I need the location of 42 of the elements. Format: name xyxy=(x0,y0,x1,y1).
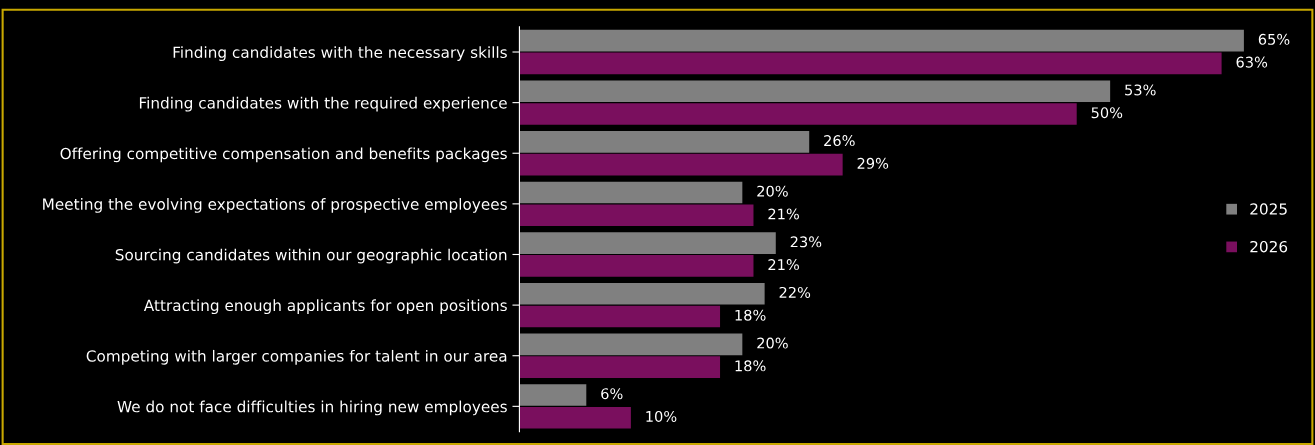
y-tick-label: Offering competitive compensation and benefits packages xyxy=(60,147,507,163)
bar xyxy=(519,103,1077,125)
data-label: 18% xyxy=(735,360,766,372)
bar xyxy=(519,204,754,227)
bar xyxy=(519,255,754,277)
data-label: 26% xyxy=(824,135,855,147)
y-tick-label: Competing with larger companies for talent in our area xyxy=(86,349,507,365)
y-tick-label: Sourcing candidates within our geographic location xyxy=(115,248,507,264)
legend-label: 2026 xyxy=(1250,240,1288,253)
bar xyxy=(519,232,776,254)
data-label: 6% xyxy=(601,388,623,400)
bar xyxy=(519,356,721,378)
bar xyxy=(519,406,631,429)
data-label: 50% xyxy=(1091,107,1123,119)
y-tick-label: Meeting the evolving expectations of prospective employees xyxy=(43,198,507,213)
bar xyxy=(519,29,1244,52)
data-label: 65% xyxy=(1258,33,1290,45)
data-label: 20% xyxy=(757,185,788,197)
data-label: 63% xyxy=(1236,56,1268,68)
bar xyxy=(519,52,1222,75)
data-label: 21% xyxy=(768,208,799,220)
bar xyxy=(519,80,1111,103)
y-tick-label: Attracting enough applicants for open positions xyxy=(143,299,507,315)
data-label: 21% xyxy=(768,259,799,271)
legend-label: 2025 xyxy=(1250,203,1287,215)
data-label: 29% xyxy=(857,157,889,169)
bar xyxy=(519,384,587,406)
data-label: 10% xyxy=(646,410,677,422)
y-tick-label: Finding candidates with the required experience xyxy=(139,96,507,112)
bar xyxy=(519,153,843,176)
data-label: 22% xyxy=(779,286,811,298)
data-label: 53% xyxy=(1125,84,1156,96)
data-label: 18% xyxy=(735,309,766,321)
bar xyxy=(519,181,743,204)
bar xyxy=(519,131,810,153)
bar xyxy=(519,282,765,305)
data-label: 20% xyxy=(757,337,788,349)
data-label: 23% xyxy=(790,236,822,248)
bar xyxy=(519,333,743,356)
y-tick-label: We do not face difficulties in hiring new employees xyxy=(117,400,507,416)
y-tick-label: Finding candidates with the necessary skills xyxy=(173,46,507,61)
bar xyxy=(519,305,721,328)
